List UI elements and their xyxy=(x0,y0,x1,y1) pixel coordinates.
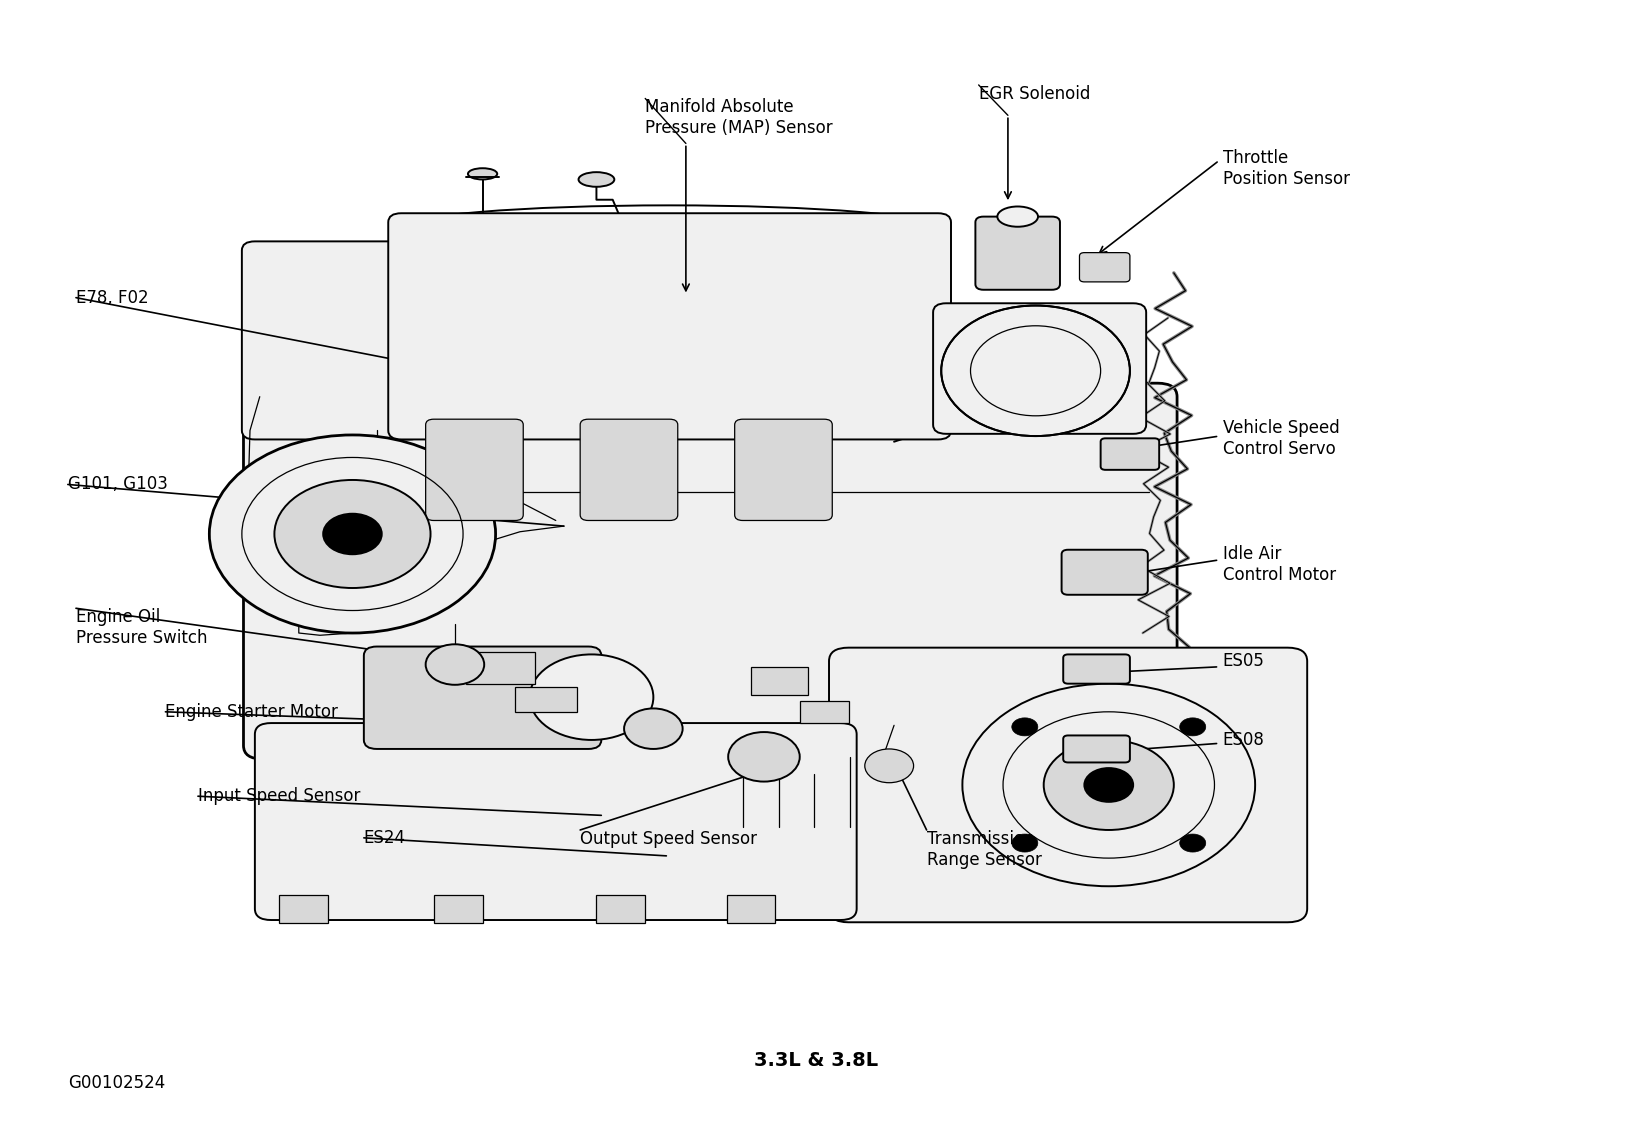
Circle shape xyxy=(623,708,682,749)
Circle shape xyxy=(1012,718,1038,736)
FancyBboxPatch shape xyxy=(243,383,1177,759)
Text: EGR Solenoid: EGR Solenoid xyxy=(979,85,1090,103)
FancyBboxPatch shape xyxy=(1061,550,1147,595)
Circle shape xyxy=(1084,768,1133,802)
Circle shape xyxy=(1180,834,1206,852)
Bar xyxy=(279,896,328,923)
FancyBboxPatch shape xyxy=(214,138,1386,925)
FancyBboxPatch shape xyxy=(364,647,601,749)
Circle shape xyxy=(426,645,485,684)
FancyBboxPatch shape xyxy=(1079,252,1129,282)
Circle shape xyxy=(209,435,496,633)
FancyBboxPatch shape xyxy=(579,420,677,520)
Text: 3.3L & 3.8L: 3.3L & 3.8L xyxy=(754,1051,878,1070)
Text: Input Speed Sensor: Input Speed Sensor xyxy=(197,787,361,805)
Text: Throttle
Position Sensor: Throttle Position Sensor xyxy=(1222,149,1350,188)
FancyBboxPatch shape xyxy=(1100,439,1159,469)
FancyBboxPatch shape xyxy=(976,217,1059,290)
Circle shape xyxy=(728,732,800,782)
FancyBboxPatch shape xyxy=(1062,655,1129,683)
Text: Idle Air
Control Motor: Idle Air Control Motor xyxy=(1222,545,1335,584)
Circle shape xyxy=(1012,834,1038,852)
FancyBboxPatch shape xyxy=(1062,735,1129,762)
FancyBboxPatch shape xyxy=(829,648,1307,922)
FancyBboxPatch shape xyxy=(734,420,832,520)
Circle shape xyxy=(942,305,1129,437)
FancyBboxPatch shape xyxy=(242,241,423,440)
Text: E78, F02: E78, F02 xyxy=(77,288,149,307)
Circle shape xyxy=(1180,718,1206,736)
Circle shape xyxy=(1044,740,1173,830)
Bar xyxy=(596,896,645,923)
Text: Engine Oil
Pressure Switch: Engine Oil Pressure Switch xyxy=(77,608,207,647)
Circle shape xyxy=(865,749,914,783)
Bar xyxy=(434,896,483,923)
Ellipse shape xyxy=(997,207,1038,226)
FancyBboxPatch shape xyxy=(426,420,524,520)
Text: ES08: ES08 xyxy=(1222,731,1265,749)
Bar xyxy=(467,653,535,683)
Text: G101, G103: G101, G103 xyxy=(69,475,168,493)
Circle shape xyxy=(963,683,1255,887)
Text: Vehicle Speed
Control Servo: Vehicle Speed Control Servo xyxy=(1222,420,1340,458)
Ellipse shape xyxy=(578,172,614,187)
Bar xyxy=(751,667,808,694)
Circle shape xyxy=(274,480,431,588)
Text: Transmission
Range Sensor: Transmission Range Sensor xyxy=(927,830,1041,869)
Bar xyxy=(516,687,578,711)
FancyBboxPatch shape xyxy=(388,214,951,440)
Text: Manifold Absolute
Pressure (MAP) Sensor: Manifold Absolute Pressure (MAP) Sensor xyxy=(645,98,832,137)
Text: ES05: ES05 xyxy=(1222,653,1265,671)
Text: G00102524: G00102524 xyxy=(69,1074,165,1093)
Bar xyxy=(726,896,775,923)
Circle shape xyxy=(323,513,382,554)
Text: ES24: ES24 xyxy=(364,829,406,847)
Text: Engine Starter Motor: Engine Starter Motor xyxy=(165,702,338,720)
FancyBboxPatch shape xyxy=(934,303,1146,434)
Ellipse shape xyxy=(468,169,498,180)
FancyBboxPatch shape xyxy=(255,723,857,920)
Circle shape xyxy=(530,655,653,740)
Text: Output Speed Sensor: Output Speed Sensor xyxy=(579,830,757,848)
Bar xyxy=(800,700,849,723)
